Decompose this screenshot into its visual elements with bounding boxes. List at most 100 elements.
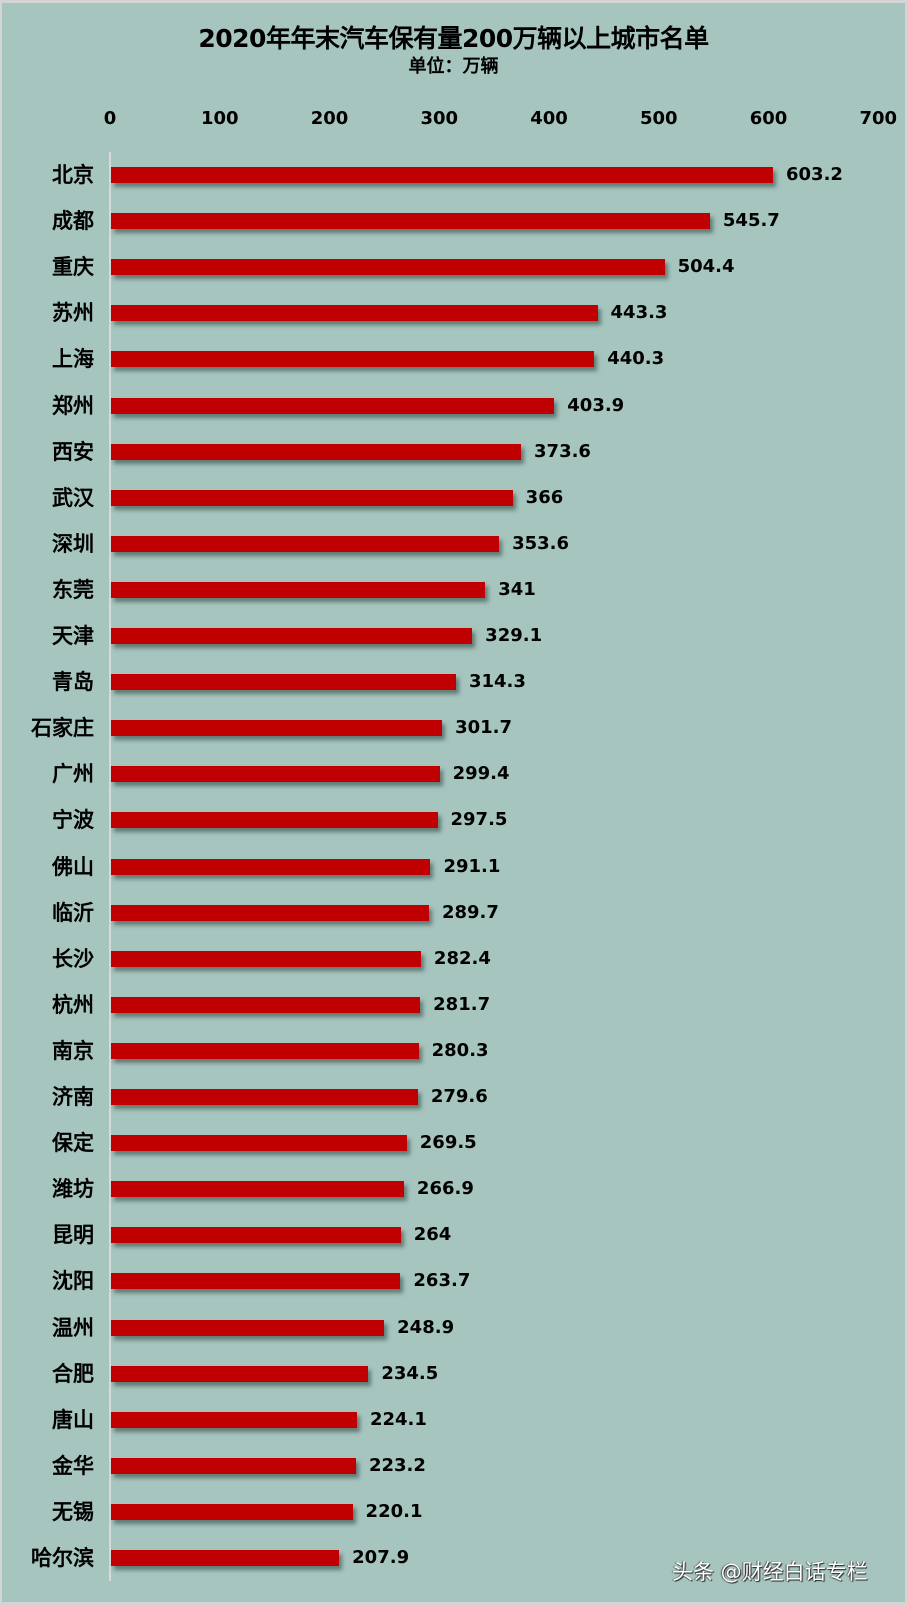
bar-row: 青岛 314.3 — [0, 670, 907, 694]
bar — [111, 1550, 340, 1566]
bar-row: 天津 329.1 — [0, 624, 907, 648]
bar — [111, 720, 443, 737]
category-label: 长沙 — [52, 946, 94, 971]
value-label: 341 — [498, 578, 536, 600]
bar-row: 北京 603.2 — [0, 163, 907, 187]
value-label: 440.3 — [607, 348, 665, 370]
value-label: 248.9 — [397, 1316, 455, 1338]
bar-row: 宁波 297.5 — [0, 808, 907, 832]
category-label: 南京 — [52, 1038, 94, 1063]
value-label: 403.9 — [567, 394, 625, 416]
value-label: 353.6 — [512, 532, 569, 554]
value-label: 264 — [413, 1224, 452, 1246]
category-label: 沈阳 — [52, 1269, 94, 1294]
bar-row: 广州 299.4 — [0, 762, 907, 786]
category-label: 郑州 — [52, 393, 94, 418]
bar-row: 温州 248.9 — [0, 1316, 907, 1340]
value-label: 443.3 — [610, 302, 668, 324]
bar — [111, 950, 421, 967]
bar-row: 南京 280.3 — [0, 1039, 907, 1063]
value-label: 266.9 — [416, 1178, 474, 1200]
category-label: 上海 — [52, 347, 94, 372]
category-label: 西安 — [52, 439, 94, 464]
bar-row: 苏州 443.3 — [0, 301, 907, 325]
bar-row: 西安 373.6 — [0, 440, 907, 464]
bar — [111, 904, 429, 921]
value-label: 366 — [525, 486, 564, 508]
value-label: 289.7 — [441, 901, 499, 923]
category-label: 保定 — [52, 1131, 94, 1156]
bar — [111, 351, 595, 368]
value-label: 329.1 — [485, 625, 543, 646]
category-label: 金华 — [52, 1453, 94, 1478]
x-tick-label: 300 — [420, 108, 459, 129]
bar — [111, 1457, 356, 1474]
bar-row: 昆明 264 — [0, 1223, 907, 1247]
value-label: 279.6 — [430, 1086, 488, 1107]
bar — [111, 1273, 401, 1290]
bar-row: 金华 223.2 — [0, 1454, 907, 1478]
value-label: 301.7 — [455, 717, 513, 739]
category-label: 东莞 — [52, 577, 94, 602]
bar — [111, 628, 473, 644]
bar — [111, 305, 598, 322]
bar — [111, 1042, 419, 1059]
bar — [111, 766, 440, 783]
value-label: 299.4 — [452, 763, 510, 785]
bar — [111, 489, 513, 506]
y-axis-line — [109, 152, 111, 1581]
x-tick-label: 700 — [859, 108, 898, 129]
bar-row: 无锡 220.1 — [0, 1500, 907, 1524]
value-label: 373.6 — [534, 440, 591, 462]
bar-row: 哈尔滨 207.9 — [0, 1546, 907, 1570]
value-label: 314.3 — [468, 671, 526, 693]
value-label: 603.2 — [786, 164, 843, 185]
chart-subtitle: 单位：万辆 — [408, 56, 499, 77]
bar — [111, 167, 773, 183]
bar — [111, 812, 438, 829]
category-label: 临沂 — [52, 900, 94, 925]
category-label: 佛山 — [52, 854, 94, 879]
x-tick-label: 600 — [749, 108, 788, 129]
bar-row: 杭州 281.7 — [0, 993, 907, 1017]
bar — [111, 1227, 401, 1244]
category-label: 天津 — [52, 624, 94, 648]
category-label: 济南 — [52, 1085, 94, 1109]
category-label: 昆明 — [52, 1223, 94, 1248]
bar-row: 武汉 366 — [0, 486, 907, 510]
category-label: 苏州 — [52, 301, 94, 326]
bar-row: 合肥 234.5 — [0, 1362, 907, 1386]
bar — [111, 1089, 418, 1105]
bar — [111, 1135, 407, 1152]
bar — [111, 1365, 369, 1382]
value-label: 282.4 — [433, 947, 491, 969]
value-label: 224.1 — [369, 1408, 427, 1430]
category-label: 北京 — [52, 163, 94, 187]
bar-row: 潍坊 266.9 — [0, 1177, 907, 1201]
bar-row: 济南 279.6 — [0, 1085, 907, 1109]
category-label: 宁波 — [52, 808, 94, 833]
category-label: 重庆 — [52, 255, 94, 280]
value-label: 280.3 — [431, 1039, 489, 1061]
chart-title: 2020年年末汽车保有量200万辆以上城市名单 — [198, 24, 709, 53]
category-label: 哈尔滨 — [31, 1546, 94, 1570]
bar — [111, 581, 486, 598]
category-label: 温州 — [52, 1315, 94, 1340]
value-label: 207.9 — [352, 1547, 410, 1568]
category-label: 合肥 — [52, 1361, 94, 1386]
value-label: 291.1 — [443, 855, 501, 877]
bar-row: 石家庄 301.7 — [0, 716, 907, 740]
bar — [111, 1319, 385, 1336]
category-label: 广州 — [52, 762, 94, 787]
value-label: 223.2 — [368, 1454, 426, 1476]
bar — [111, 1181, 404, 1198]
bar-row: 唐山 224.1 — [0, 1408, 907, 1432]
category-label: 潍坊 — [52, 1177, 94, 1202]
bar — [111, 259, 665, 276]
bar-row: 临沂 289.7 — [0, 901, 907, 925]
x-tick-label: 500 — [639, 108, 678, 129]
bar-row: 郑州 403.9 — [0, 394, 907, 418]
bar — [111, 1503, 353, 1520]
x-tick-label: 200 — [310, 108, 349, 129]
category-label: 青岛 — [52, 670, 94, 695]
